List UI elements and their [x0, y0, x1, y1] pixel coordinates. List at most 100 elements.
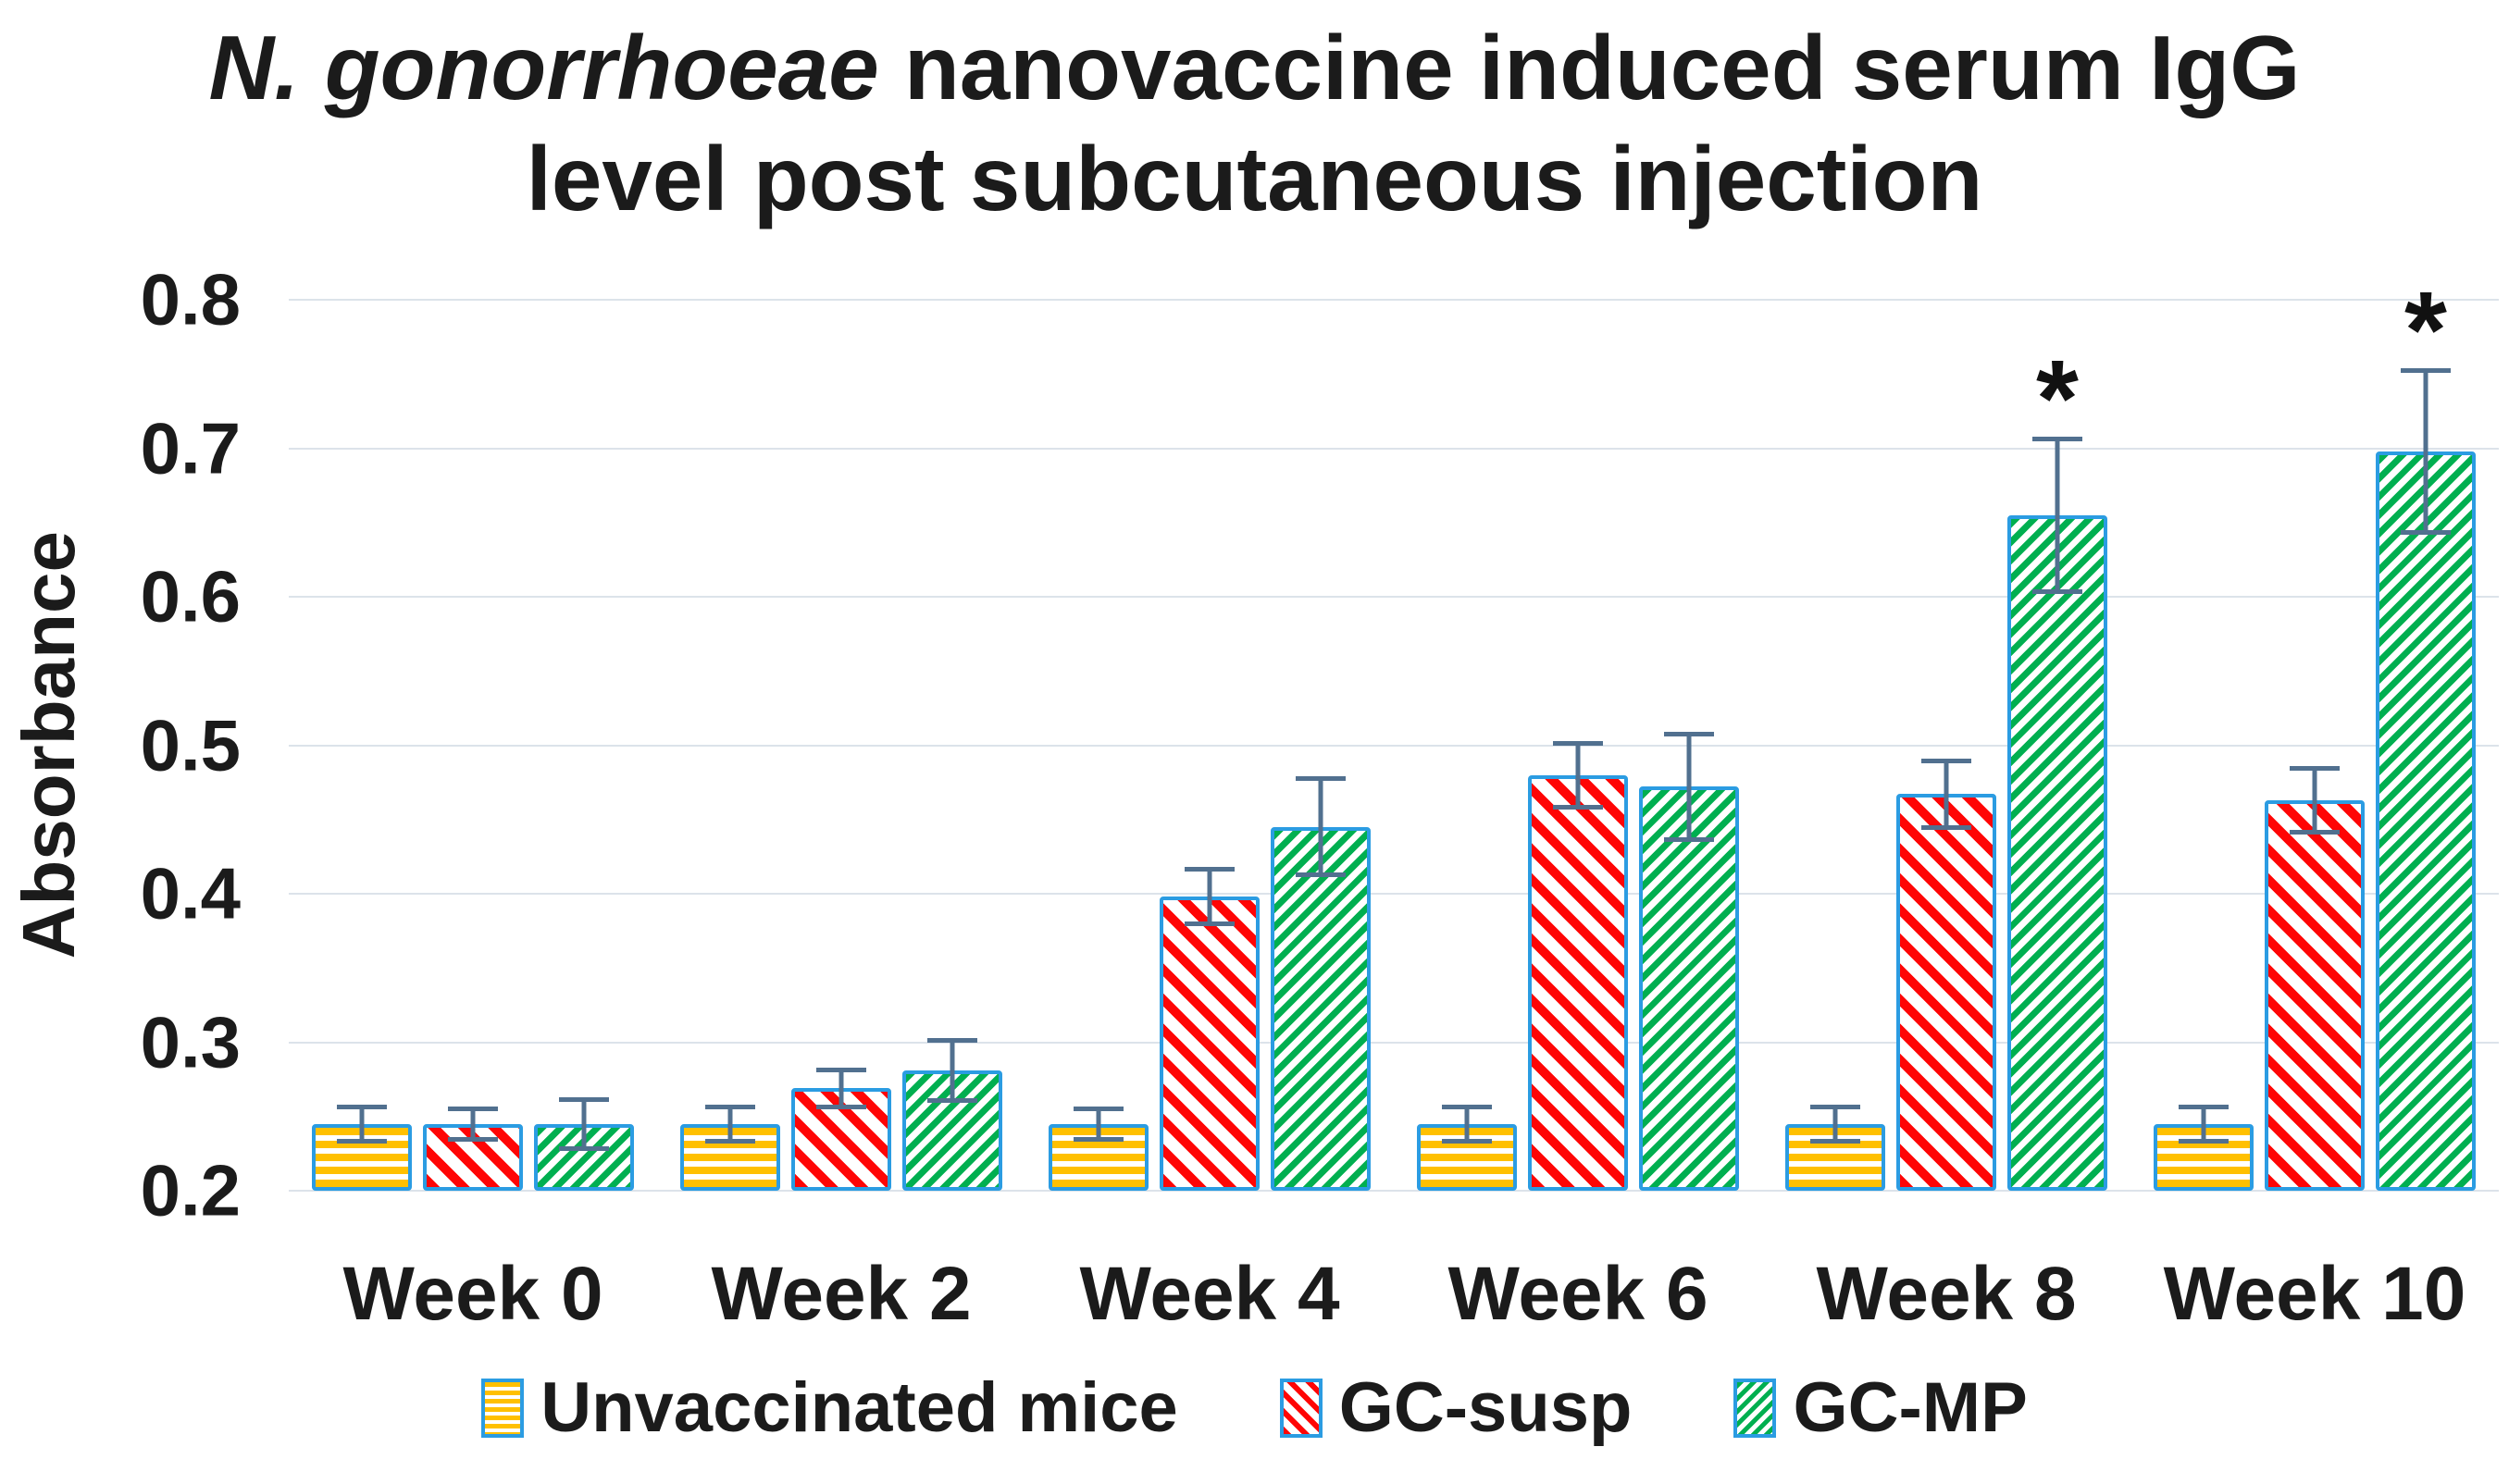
- significance-asterisk: *: [2036, 337, 2079, 460]
- error-bar: [2290, 765, 2340, 835]
- error-bar: [1185, 867, 1235, 927]
- y-tick-label-0.6: 0.6: [140, 555, 241, 637]
- bar-group-week10: *: [2130, 276, 2499, 1191]
- error-bar: [1553, 740, 1603, 810]
- error-bar: [1296, 776, 1346, 878]
- legend-item-gc-susp: GC-susp: [1279, 1367, 1632, 1448]
- chart-title-line1-rest: nanovaccine induced serum IgG: [878, 17, 2301, 118]
- legend-swatch-h-stripes: [481, 1378, 525, 1438]
- legend-swatch-diag-up: [1733, 1378, 1777, 1438]
- x-axis-label-week8: Week 8: [1816, 1252, 2077, 1336]
- error-bar-cap-b: [1664, 836, 1714, 842]
- error-bar-cap-b: [1810, 1138, 1860, 1144]
- y-tick-label-0.7: 0.7: [140, 407, 241, 488]
- error-bar-vline: [1686, 732, 1692, 842]
- bar-group-week6: [1394, 300, 1762, 1191]
- bar-week10-gc-mp: [2376, 451, 2476, 1191]
- gridline-y-0.5: [289, 744, 2499, 747]
- bar-group-week0: [289, 300, 657, 1191]
- error-bar: [448, 1106, 498, 1143]
- error-bar-cap-b: [816, 1104, 866, 1109]
- error-bar: [927, 1037, 977, 1104]
- y-tick-label-0.5: 0.5: [140, 704, 241, 785]
- bar-week4-gc-susp: [1160, 897, 1260, 1191]
- y-tick-label-0.3: 0.3: [140, 1001, 241, 1082]
- legend-label: GC-MP: [1793, 1368, 2028, 1447]
- error-bar-cap-b: [1442, 1138, 1492, 1144]
- x-axis-label-week10: Week 10: [2163, 1252, 2466, 1336]
- error-bar: [705, 1104, 755, 1144]
- x-axis-label-week2: Week 2: [711, 1252, 972, 1336]
- legend: Unvaccinated mice GC-susp GC-MP: [0, 1367, 2509, 1448]
- error-bar-cap-b: [1921, 824, 1971, 830]
- gridline-y-0.2: [289, 1190, 2499, 1192]
- gridline-y-0.6: [289, 596, 2499, 598]
- legend-swatch-diag-down: [1279, 1378, 1323, 1438]
- error-bar-vline: [2423, 367, 2428, 535]
- y-tick-label-0.8: 0.8: [140, 258, 241, 340]
- bar-group-week4: [1025, 300, 1394, 1191]
- error-bar-vline: [1575, 740, 1581, 810]
- error-bar: [1664, 732, 1714, 842]
- error-bar-vline: [581, 1096, 587, 1151]
- bar-group-week8: *: [1762, 300, 2130, 1191]
- legend-item-unvaccinated-mice: Unvaccinated mice: [481, 1367, 1178, 1448]
- legend-label: Unvaccinated mice: [540, 1368, 1178, 1447]
- error-bar-cap-b: [2032, 588, 2082, 594]
- x-axis-label-week4: Week 4: [1079, 1252, 1340, 1336]
- error-bar-vline: [1464, 1104, 1470, 1144]
- bar-week4-gc-mp: [1271, 826, 1371, 1191]
- bar-week6-gc-susp: [1528, 774, 1628, 1191]
- gridline-y-0.4: [289, 893, 2499, 895]
- error-bar-cap-b: [2401, 529, 2451, 535]
- bar-week4-unvaccinated-mice: [1049, 1123, 1149, 1191]
- gridline-y-0.3: [289, 1041, 2499, 1044]
- error-bar: [2032, 436, 2082, 594]
- error-bar-vline: [359, 1104, 365, 1144]
- plot-area: * *: [289, 276, 2499, 1192]
- error-bar: [1074, 1106, 1124, 1143]
- bar-week8-gc-susp: [1896, 794, 1996, 1191]
- error-bar-vline: [470, 1106, 476, 1143]
- error-bar: [337, 1104, 387, 1144]
- chart-title-species: N. gonorrhoeae: [208, 17, 879, 118]
- x-axis-label-week0: Week 0: [342, 1252, 603, 1336]
- chart-title-line2: level post subcutaneous injection: [526, 127, 1983, 229]
- error-bar-cap-b: [927, 1098, 977, 1104]
- bar-group-week2: [657, 300, 1025, 1191]
- y-axis-tick-labels: 0.8 0.7 0.6 0.5 0.4 0.3 0.2: [74, 259, 241, 1231]
- error-bar: [1810, 1104, 1860, 1144]
- error-bar-vline: [1944, 758, 1949, 830]
- error-bar-vline: [1096, 1106, 1101, 1143]
- error-bar-vline: [838, 1067, 844, 1109]
- error-bar-cap-b: [1074, 1137, 1124, 1143]
- error-bar: [2179, 1104, 2229, 1144]
- error-bar-vline: [2055, 436, 2060, 594]
- bar-week8-gc-mp: [2007, 514, 2107, 1191]
- error-bar-vline: [1832, 1104, 1838, 1144]
- gridline-y-0.8: [289, 299, 2499, 301]
- error-bar-vline: [1318, 776, 1323, 878]
- error-bar: [816, 1067, 866, 1109]
- y-tick-label-0.4: 0.4: [140, 852, 241, 934]
- error-bar-cap-b: [2290, 829, 2340, 835]
- error-bar: [2401, 367, 2451, 535]
- error-bar-cap-b: [448, 1137, 498, 1143]
- bar-week10-gc-susp: [2265, 799, 2365, 1191]
- error-bar-cap-b: [337, 1138, 387, 1144]
- error-bar-cap-b: [1296, 872, 1346, 878]
- error-bar-cap-b: [1553, 804, 1603, 810]
- error-bar-vline: [950, 1037, 955, 1104]
- y-tick-label-0.2: 0.2: [140, 1149, 241, 1231]
- significance-asterisk: *: [2404, 268, 2447, 391]
- error-bar-cap-b: [559, 1145, 609, 1151]
- bar-week6-gc-mp: [1639, 786, 1739, 1191]
- error-bar-cap-b: [1185, 921, 1235, 927]
- error-bar: [1442, 1104, 1492, 1144]
- error-bar-vline: [2201, 1104, 2206, 1144]
- error-bar: [1921, 758, 1971, 830]
- error-bar-vline: [727, 1104, 733, 1144]
- gridline-y-0.7: [289, 447, 2499, 450]
- x-axis-labels: Week 0 Week 2 Week 4 Week 6 Week 8 Week 10: [289, 1251, 2499, 1338]
